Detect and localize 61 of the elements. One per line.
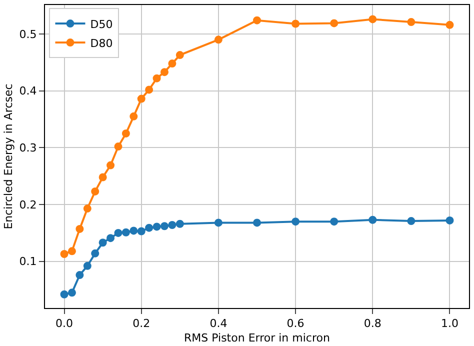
point bbox=[130, 226, 138, 235]
point bbox=[145, 224, 154, 232]
y-tick-label: 0.4 bbox=[19, 84, 37, 98]
point bbox=[106, 161, 115, 170]
point bbox=[292, 218, 300, 226]
point bbox=[214, 36, 222, 44]
point bbox=[214, 218, 222, 227]
point bbox=[68, 247, 76, 256]
point bbox=[152, 222, 161, 231]
point bbox=[137, 227, 146, 236]
legend-label: D80 bbox=[90, 36, 113, 50]
point bbox=[76, 224, 84, 233]
x-tick-label: 0.0 bbox=[56, 317, 74, 330]
point bbox=[253, 218, 261, 227]
point bbox=[114, 142, 122, 151]
point bbox=[60, 250, 68, 258]
point bbox=[407, 18, 416, 26]
x-tick-label: 1.0 bbox=[440, 317, 458, 330]
point bbox=[330, 19, 338, 28]
point bbox=[130, 112, 138, 120]
point bbox=[176, 51, 184, 60]
point bbox=[83, 204, 92, 213]
y-tick-label: 0.1 bbox=[19, 255, 37, 268]
point bbox=[114, 228, 122, 237]
point bbox=[368, 216, 377, 224]
x-tick-label: 0.4 bbox=[210, 317, 228, 330]
point bbox=[160, 222, 168, 230]
point bbox=[68, 288, 76, 297]
x-tick-label: 0.2 bbox=[132, 317, 150, 330]
point bbox=[446, 20, 454, 29]
point bbox=[446, 216, 454, 224]
point bbox=[160, 68, 168, 76]
y-tick-label: 0.3 bbox=[19, 142, 37, 155]
point bbox=[98, 238, 107, 247]
y-tick-label: 0.5 bbox=[19, 28, 37, 41]
point bbox=[168, 221, 176, 229]
point bbox=[122, 129, 130, 138]
point bbox=[407, 217, 416, 226]
point bbox=[168, 60, 176, 68]
point bbox=[330, 218, 338, 226]
point bbox=[76, 271, 84, 280]
point bbox=[176, 220, 184, 228]
y-tick-label: 0.2 bbox=[19, 198, 37, 212]
point bbox=[60, 290, 68, 298]
point bbox=[253, 16, 261, 24]
legend-label: D50 bbox=[90, 18, 113, 31]
point bbox=[91, 249, 100, 258]
point bbox=[98, 173, 107, 182]
point bbox=[83, 262, 92, 270]
point bbox=[137, 94, 146, 103]
point bbox=[368, 15, 377, 24]
x-axis-title: RMS Piston Error in micron bbox=[184, 331, 330, 344]
point bbox=[292, 20, 300, 28]
point bbox=[91, 187, 100, 196]
x-tick-label: 0.8 bbox=[364, 317, 382, 330]
point bbox=[122, 228, 130, 236]
point bbox=[152, 74, 161, 82]
point bbox=[106, 234, 115, 242]
point bbox=[145, 86, 154, 94]
x-tick-label: 0.6 bbox=[286, 317, 304, 330]
y-axis-title: Encircled Energy in Arcsec bbox=[2, 84, 15, 230]
